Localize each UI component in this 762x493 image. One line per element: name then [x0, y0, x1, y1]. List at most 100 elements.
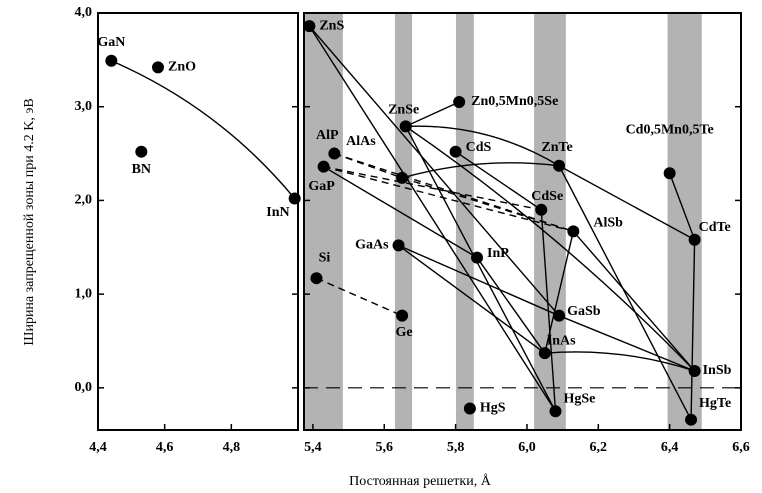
alloy-curve: [455, 151, 542, 211]
point-label: GaN: [97, 35, 125, 50]
alloy-curve: [398, 244, 546, 354]
point-label: CdS: [466, 140, 492, 155]
alloy-curve: [405, 125, 696, 372]
data-point: [688, 364, 701, 377]
shaded-band: [305, 13, 343, 430]
shaded-band: [534, 13, 566, 430]
data-point: [688, 233, 701, 246]
data-point: [663, 167, 676, 180]
x-axis-label: Постоянная решетки, Å: [349, 473, 492, 489]
alloy-curve: [476, 257, 546, 354]
point-label: ZnTe: [541, 140, 572, 155]
point-label: HgS: [480, 401, 506, 416]
x-tick-label: 5,6: [376, 440, 394, 455]
x-tick-label: 4,6: [156, 440, 174, 455]
data-point: [685, 413, 698, 426]
data-point: [396, 309, 409, 322]
alloy-curve: [111, 60, 296, 199]
x-tick-label: 4,4: [89, 440, 107, 455]
point-label: InAs: [547, 333, 576, 348]
point-label: InSb: [703, 363, 732, 378]
data-point: [449, 145, 462, 158]
point-label: GaAs: [355, 238, 389, 253]
alloy-curve: [572, 230, 696, 372]
alloy-curve: [323, 165, 542, 211]
y-tick-label: 3,0: [75, 99, 93, 114]
x-tick-label: 5,8: [447, 440, 465, 455]
alloy-curve: [544, 351, 695, 372]
alloy-curve: [558, 165, 695, 241]
shaded-band: [455, 13, 474, 430]
data-point: [396, 171, 409, 184]
data-point: [399, 120, 412, 133]
alloy-curve: [334, 152, 403, 179]
x-tick-label: 6,0: [518, 440, 536, 455]
data-point: [392, 239, 405, 252]
alloy-curve: [398, 244, 560, 317]
alloy-curve: [405, 125, 560, 167]
point-label: Zn0,5Mn0,5Se: [471, 94, 558, 109]
data-point: [567, 225, 580, 238]
alloy-curve: [405, 126, 557, 412]
data-point: [553, 309, 566, 322]
point-label: ZnSe: [388, 103, 419, 118]
x-tick-label: 5,4: [304, 440, 322, 455]
x-tick-label: 6,2: [590, 440, 608, 455]
data-point: [535, 203, 548, 216]
data-point: [105, 54, 118, 67]
data-point: [538, 347, 551, 360]
point-label: ZnS: [319, 18, 344, 33]
data-point: [463, 402, 476, 415]
alloy-curve: [540, 209, 557, 412]
data-point: [303, 20, 316, 33]
point-label: BN: [132, 162, 151, 177]
x-tick-label: 6,6: [732, 440, 750, 455]
point-label: AlSb: [593, 216, 623, 231]
y-axis-label: Ширина запрещенной зоны при 4.2 K, эВ: [22, 98, 37, 345]
data-point: [549, 405, 562, 418]
data-point: [471, 251, 484, 264]
point-label: ZnO: [168, 60, 196, 75]
point-label: HgSe: [563, 391, 595, 406]
data-point: [317, 160, 330, 173]
alloy-curve: [558, 165, 692, 421]
point-label: AlP: [316, 128, 339, 143]
y-tick-label: 0,0: [75, 380, 93, 395]
point-label: AlAs: [346, 134, 376, 149]
point-label: GaP: [308, 179, 335, 194]
point-label: HgTe: [699, 396, 731, 411]
shaded-band: [394, 13, 413, 430]
data-point: [553, 159, 566, 172]
y-tick-label: 4,0: [75, 5, 93, 20]
alloy-curve: [323, 166, 478, 259]
alloy-curve: [401, 177, 574, 233]
point-label: InP: [487, 246, 509, 261]
point-label: CdTe: [699, 220, 731, 235]
data-point: [328, 147, 341, 160]
x-tick-label: 6,4: [661, 440, 679, 455]
point-label: CdSe: [531, 189, 563, 204]
data-point: [135, 145, 148, 158]
point-label: InN: [266, 205, 289, 220]
alloy-curve: [316, 277, 403, 317]
point-label: Cd0,5Mn0,5Te: [626, 122, 714, 137]
alloy-curve: [558, 315, 695, 372]
alloy-curve: [668, 172, 696, 241]
y-tick-label: 1,0: [75, 286, 93, 301]
alloy-curve: [401, 162, 560, 179]
data-point: [453, 96, 466, 109]
point-label: Si: [319, 250, 331, 265]
alloy-curve: [308, 25, 557, 412]
data-point: [310, 272, 323, 285]
alloy-curve: [690, 239, 696, 420]
point-label: Ge: [396, 325, 413, 340]
plot-frame: [303, 12, 742, 431]
y-tick-label: 2,0: [75, 193, 93, 208]
data-point: [152, 61, 164, 74]
x-tick-label: 4,8: [223, 440, 241, 455]
plot-frame: [97, 12, 299, 431]
data-point: [288, 192, 301, 205]
alloy-curve: [544, 231, 575, 354]
